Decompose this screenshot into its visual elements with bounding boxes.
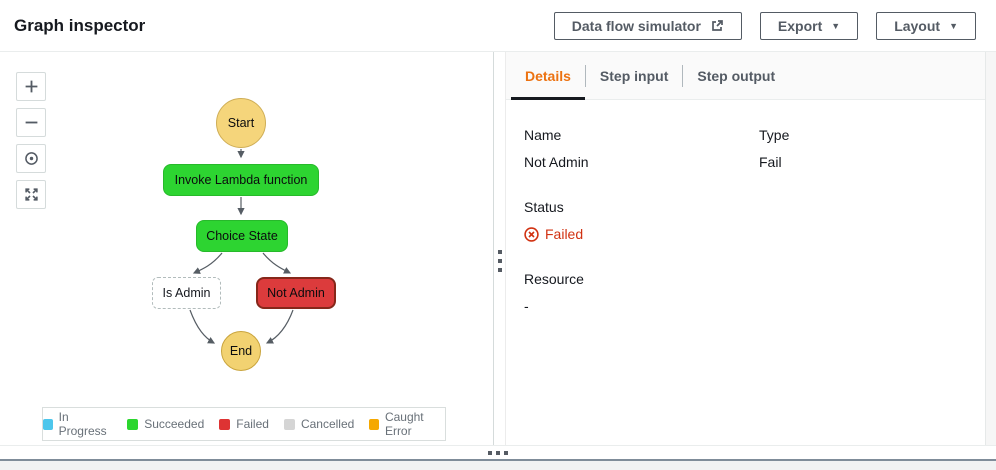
node-label: Not Admin: [267, 286, 325, 300]
legend-label: In Progress: [58, 410, 107, 438]
node-label: Is Admin: [162, 286, 211, 300]
cancelled-swatch-icon: [283, 418, 295, 430]
minus-icon: [25, 121, 37, 124]
drag-dots-icon: [488, 450, 508, 455]
export-button[interactable]: Export ▼: [759, 11, 859, 40]
graph-edges: [189, 149, 294, 344]
tab-label: Details: [525, 67, 571, 84]
center-target-icon: [24, 152, 38, 165]
graph-node-not-admin[interactable]: Not Admin: [256, 277, 336, 309]
field-status: Status Failed: [524, 199, 759, 242]
graph-node-invoke-lambda-function[interactable]: Invoke Lambda function: [163, 164, 319, 196]
fit-to-view-button[interactable]: [16, 180, 46, 209]
layout-button[interactable]: Layout ▼: [876, 11, 976, 40]
details-content: Name Not Admin Type Fail Status Failed: [506, 100, 996, 343]
graph-node-choice-state[interactable]: Choice State: [196, 220, 288, 252]
graph-node-is-admin[interactable]: Is Admin: [152, 277, 221, 309]
data-flow-simulator-label: Data flow simulator: [571, 17, 701, 34]
node-label: Start: [227, 116, 255, 130]
drag-dots-icon: [497, 250, 502, 272]
name-value: Not Admin: [524, 154, 589, 170]
legend-label: Succeeded: [144, 417, 205, 431]
field-name: Name Not Admin: [524, 127, 759, 170]
status-text: Failed: [545, 226, 584, 242]
caret-down-icon: ▼: [831, 21, 841, 31]
data-flow-simulator-button[interactable]: Data flow simulator: [553, 11, 742, 40]
node-label: Invoke Lambda function: [174, 173, 308, 187]
tab-step-output[interactable]: Step output: [683, 52, 789, 99]
legend-item-failed: Failed: [219, 417, 269, 431]
tab-label: Step output: [697, 67, 776, 84]
node-label: End: [229, 344, 253, 358]
resource-label: Resource: [524, 271, 584, 287]
graph-node-start[interactable]: Start: [216, 98, 266, 148]
status-legend: In Progress Succeeded Failed Cancelled C…: [42, 407, 446, 441]
main-split: Start Invoke Lambda function Choice Stat…: [0, 52, 996, 445]
failed-circle-x-icon: [524, 226, 539, 242]
center-graph-button[interactable]: [16, 144, 46, 173]
zoom-out-button[interactable]: [16, 108, 46, 137]
header: Graph inspector Data flow simulator Expo…: [0, 0, 996, 52]
details-panel: Details Step input Step output Name Not …: [506, 52, 996, 445]
node-label: Choice State: [206, 229, 278, 243]
layout-label: Layout: [894, 17, 941, 34]
tab-step-input[interactable]: Step input: [586, 52, 682, 99]
footer-background: [0, 461, 996, 470]
succeeded-swatch-icon: [127, 418, 139, 430]
field-type: Type Fail: [759, 127, 976, 170]
legend-label: Cancelled: [300, 417, 355, 431]
status-value: Failed: [524, 226, 759, 242]
legend-item-succeeded: Succeeded: [127, 417, 204, 431]
details-tabbar: Details Step input Step output: [506, 52, 996, 100]
status-label: Status: [524, 199, 564, 215]
type-label: Type: [759, 127, 790, 143]
tab-details[interactable]: Details: [511, 52, 585, 100]
header-actions: Data flow simulator Export ▼ Layout ▼: [553, 11, 976, 40]
name-label: Name: [524, 127, 562, 143]
legend-item-in-progress: In Progress: [43, 410, 112, 438]
page-title: Graph inspector: [14, 15, 146, 35]
in-progress-swatch-icon: [43, 418, 53, 430]
graph-node-end[interactable]: End: [221, 331, 261, 371]
export-label: Export: [777, 17, 823, 34]
zoom-controls: [16, 72, 46, 209]
plus-icon: [25, 80, 37, 93]
tab-separator: [584, 64, 586, 87]
failed-swatch-icon: [219, 418, 231, 430]
legend-item-cancelled: Cancelled: [283, 417, 355, 431]
panel-resize-handle-horizontal[interactable]: [0, 445, 996, 459]
tab-separator: [682, 64, 684, 87]
external-link-icon: [710, 19, 724, 33]
graph-canvas: Start Invoke Lambda function Choice Stat…: [0, 52, 493, 445]
zoom-in-button[interactable]: [16, 72, 46, 101]
legend-label: Failed: [236, 417, 269, 431]
scrollbar-track[interactable]: [985, 52, 996, 445]
caught-error-swatch-icon: [369, 418, 379, 430]
legend-item-caught-error: Caught Error: [369, 410, 445, 438]
tab-label: Step input: [599, 67, 669, 84]
panel-resize-handle-vertical[interactable]: [493, 52, 506, 445]
legend-label: Caught Error: [384, 410, 424, 438]
type-value: Fail: [759, 154, 782, 170]
footer-divider: [0, 459, 996, 461]
caret-down-icon: ▼: [949, 21, 958, 31]
resource-value: -: [524, 298, 529, 314]
field-resource: Resource -: [524, 271, 759, 314]
fit-to-view-icon: [24, 188, 38, 201]
